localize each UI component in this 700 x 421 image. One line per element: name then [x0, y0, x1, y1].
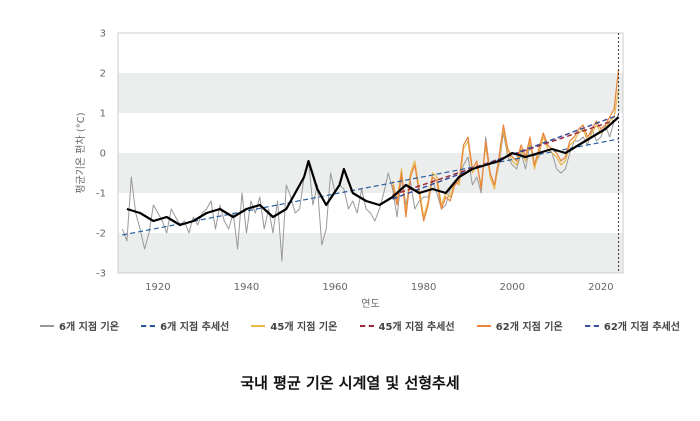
legend-label: 6개 지점 기온	[59, 322, 119, 333]
series-62-temp	[392, 68, 620, 222]
x-tick-label: 2020	[588, 282, 613, 293]
y-tick-label: -1	[96, 189, 106, 200]
chart: 1920 1940 1960 1980 2000 2020 3 2 1 0 -1 -2 -3 연도 평…	[75, 29, 624, 310]
series-6-trend	[122, 138, 619, 236]
x-tick-label: 1920	[145, 282, 170, 293]
legend-label: 6개 지점 추세선	[160, 322, 230, 333]
legend-swatch	[359, 324, 374, 327]
y-tick-label: 3	[100, 29, 106, 40]
grid-band	[118, 73, 623, 113]
y-axis-ticks: 3 2 1 0 -1 -2 -3	[96, 29, 106, 280]
legend-label: 45개 지점 추세선	[378, 322, 455, 333]
legend-label: 45개 지점 기온	[270, 322, 338, 333]
legend-item-62-trend: 62개 지점 추세선	[584, 318, 680, 333]
series-layer	[121, 68, 620, 262]
y-tick-label: -2	[96, 229, 106, 240]
legend-item-6-temp: 6개 지점 기온	[40, 318, 119, 333]
series-smoothed	[126, 116, 620, 227]
plot-frame	[117, 32, 624, 274]
legend: 6개 지점 기온 6개 지점 추세선 45개 지점 기온 45개 지점 추세선 …	[40, 318, 680, 333]
y-tick-label: 2	[100, 69, 106, 80]
legend-label: 62개 지점 추세선	[603, 322, 680, 333]
grid-bands	[118, 73, 623, 273]
legend-item-6-trend: 6개 지점 추세선	[141, 318, 229, 333]
y-tick-label: 0	[100, 149, 106, 160]
x-tick-label: 1940	[234, 282, 259, 293]
series-45-temp	[392, 88, 620, 218]
legend-swatch	[40, 324, 54, 327]
grid-band	[118, 153, 623, 193]
y-tick-label: 1	[100, 109, 106, 120]
legend-item-45-trend: 45개 지점 추세선	[359, 318, 455, 333]
x-tick-label: 1980	[411, 282, 436, 293]
chart-caption: 국내 평균 기온 시계열 및 선형추세	[240, 374, 460, 392]
grid-band	[118, 233, 623, 273]
legend-label: 62개 지점 기온	[495, 322, 563, 333]
legend-swatch	[251, 324, 266, 327]
x-axis-ticks: 1920 1940 1960 1980 2000 2020	[145, 282, 613, 293]
x-tick-label: 2000	[500, 282, 525, 293]
y-tick-label: -3	[96, 269, 106, 280]
legend-item-45-temp: 45개 지점 기온	[251, 318, 337, 333]
legend-swatch	[476, 324, 491, 327]
legend-swatch	[584, 324, 599, 327]
legend-item-62-temp: 62개 지점 기온	[476, 318, 563, 333]
x-axis-label: 연도	[361, 298, 379, 310]
y-axis-label: 평균기온 편차 (°C)	[75, 112, 87, 193]
x-tick-label: 1960	[322, 282, 347, 293]
legend-swatch	[141, 324, 156, 327]
